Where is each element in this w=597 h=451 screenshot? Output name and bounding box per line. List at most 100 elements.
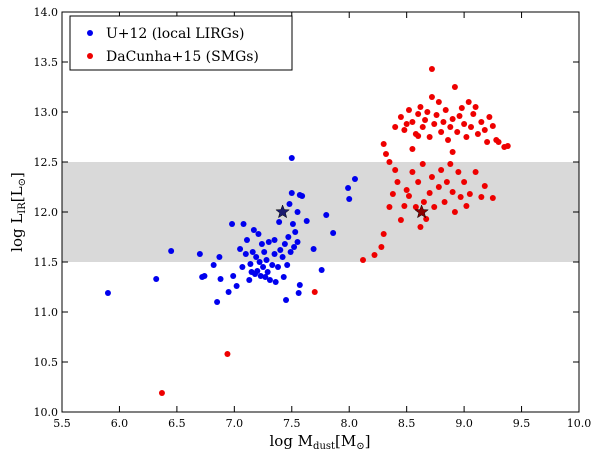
data-point <box>255 231 262 237</box>
data-point <box>481 127 488 133</box>
data-point <box>447 161 454 167</box>
x-tick-label: 8.0 <box>340 417 358 430</box>
data-point <box>240 221 247 227</box>
data-point <box>286 201 293 207</box>
data-point <box>249 249 256 255</box>
data-point <box>472 104 479 110</box>
data-point <box>438 129 445 135</box>
series-0 <box>104 155 358 305</box>
data-point <box>449 116 456 122</box>
data-point <box>438 167 445 173</box>
median-star-marker <box>275 204 290 219</box>
data-point <box>428 94 435 100</box>
data-point <box>281 241 288 247</box>
data-point <box>345 185 352 191</box>
data-point <box>104 290 111 296</box>
data-point <box>229 221 236 227</box>
data-point <box>246 277 253 283</box>
data-point <box>242 251 249 257</box>
data-point <box>225 289 232 295</box>
data-point <box>153 276 160 282</box>
data-point <box>465 99 472 105</box>
data-point <box>271 237 278 243</box>
data-point <box>466 191 473 197</box>
data-point <box>454 129 461 135</box>
legend-marker-u12 <box>87 30 93 36</box>
data-point <box>435 184 442 190</box>
data-point <box>440 119 447 125</box>
data-point <box>441 199 448 205</box>
data-point <box>445 137 452 143</box>
data-point <box>303 218 310 224</box>
data-point <box>409 169 416 175</box>
legend-label-u12: U+12 (local LIRGs) <box>106 26 244 42</box>
data-point <box>292 229 299 235</box>
data-point <box>433 112 440 118</box>
data-point <box>386 159 393 165</box>
data-point <box>360 257 367 263</box>
data-point <box>230 273 237 279</box>
data-point <box>224 351 231 357</box>
y-tick-label: 12.0 <box>34 206 59 219</box>
data-point <box>447 124 454 130</box>
data-point <box>323 212 330 218</box>
data-point <box>449 189 456 195</box>
data-point <box>264 269 271 275</box>
data-point <box>456 113 463 119</box>
x-tick-label: 5.5 <box>53 417 71 430</box>
data-point <box>431 121 438 127</box>
data-point <box>253 254 260 260</box>
data-point <box>216 254 223 260</box>
data-point <box>271 251 278 257</box>
data-point <box>426 134 433 140</box>
data-point <box>311 289 318 295</box>
x-tick-label: 10.0 <box>567 417 592 430</box>
legend: U+12 (local LIRGs) DaCunha+15 (SMGs) <box>69 15 293 71</box>
data-point <box>386 204 393 210</box>
data-point <box>478 119 485 125</box>
data-point <box>420 199 427 205</box>
x-tick-label: 9.0 <box>455 417 473 430</box>
series-1 <box>158 66 511 396</box>
data-point <box>243 237 250 243</box>
data-point <box>463 134 470 140</box>
data-point <box>380 231 387 237</box>
data-point <box>392 124 399 130</box>
median-star-marker <box>414 204 429 219</box>
data-point <box>371 252 378 258</box>
y-tick-label: 13.5 <box>34 56 59 69</box>
data-point <box>481 183 488 189</box>
data-point <box>288 155 295 161</box>
data-point <box>283 297 290 303</box>
data-point <box>299 193 306 199</box>
data-point <box>412 204 419 210</box>
data-point <box>489 195 496 201</box>
data-point <box>397 114 404 120</box>
data-point <box>296 282 303 288</box>
shaded-band <box>62 162 579 262</box>
x-tick-label: 9.5 <box>513 417 531 430</box>
data-point <box>262 274 269 280</box>
data-point <box>257 273 264 279</box>
y-axis-label: log LIR[L⊙] <box>8 172 28 252</box>
data-point <box>380 141 387 147</box>
x-tick-label: 6.5 <box>168 417 186 430</box>
data-point <box>261 249 268 255</box>
data-point <box>461 121 468 127</box>
data-point <box>403 187 410 193</box>
data-point <box>318 267 325 273</box>
data-point <box>451 84 458 90</box>
x-tick-label: 7.5 <box>283 417 301 430</box>
data-point <box>426 190 433 196</box>
data-point <box>428 66 435 72</box>
data-point <box>272 279 279 285</box>
data-point <box>247 261 254 267</box>
data-point <box>493 137 500 143</box>
data-point <box>250 227 257 233</box>
data-point <box>274 264 281 270</box>
data-point <box>474 131 481 137</box>
data-point <box>504 143 511 149</box>
data-point <box>451 209 458 215</box>
data-point <box>196 251 203 257</box>
